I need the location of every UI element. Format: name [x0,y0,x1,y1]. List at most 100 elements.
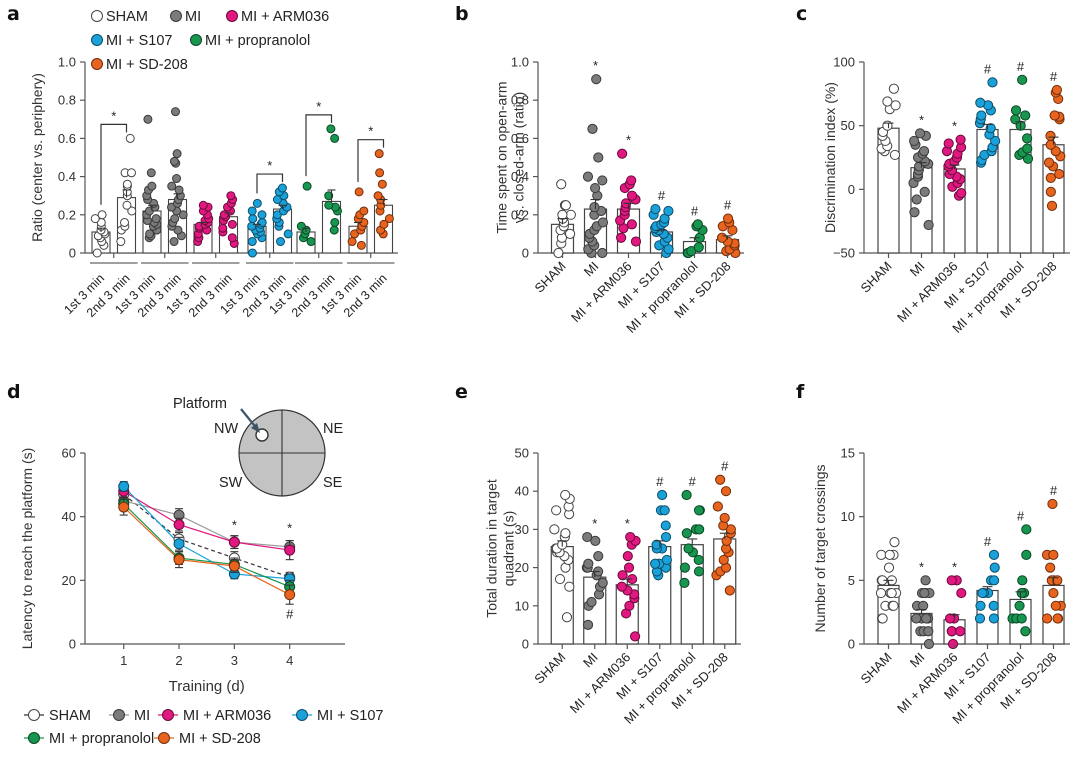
y-tick-label: 0 [522,637,529,652]
y-tick-label: 20 [62,573,76,588]
legend-item: MI + ARM036 [158,708,271,724]
legend-item: MI + propranolol [24,731,154,747]
data-point [884,549,895,560]
data-point [375,168,385,178]
y-tick-label: 0.4 [511,169,529,184]
data-point [560,528,571,539]
panel-letter: c [796,3,807,25]
data-point [956,188,967,199]
data-point [1041,613,1053,624]
significance-marker: * [267,158,272,173]
data-point [955,626,966,637]
series-line [123,503,290,588]
data-point [693,505,705,516]
data-point [228,536,240,548]
y-tick-label: 0 [848,182,855,197]
data-point [693,554,704,566]
data-point [724,585,735,596]
y-axis-label: Number of target crossings [812,464,828,632]
significance-marker: * [919,559,924,574]
data-point [660,520,671,531]
data-point [564,228,576,239]
y-tick-label: 30 [515,522,529,537]
panel-letter: d [7,381,21,403]
y-tick-label: 50 [515,446,529,461]
data-point [889,537,900,548]
data-point [147,181,157,191]
data-point [1045,172,1056,183]
significance-marker: # [1017,508,1025,523]
data-point [1054,168,1065,180]
data-point [1046,200,1058,211]
data-point [591,74,602,85]
data-point [888,600,899,611]
significance-marker: # [1050,69,1058,84]
y-tick-label: 1.0 [511,55,529,70]
data-point [582,531,593,543]
data-point [1016,587,1027,599]
legend-label: MI + S107 [317,708,384,724]
data-point [659,505,670,516]
significance-marker: # [689,474,697,489]
data-point [626,175,637,186]
data-point [974,613,986,624]
data-point [623,562,635,573]
y-tick-label: 0 [69,246,76,261]
data-point [617,148,628,159]
y-axis-label: quadrant (s) [501,511,517,586]
data-point [1021,549,1032,560]
data-point [890,100,901,111]
data-point [122,200,132,210]
legend-label: MI + ARM036 [183,708,271,724]
data-point [167,181,177,191]
data-point [170,214,180,224]
series-line [123,506,290,596]
y-tick-label: 5 [848,573,855,588]
legend-label: MI + SD-208 [179,731,261,747]
data-point [882,96,893,107]
data-point [586,596,597,608]
data-point [306,237,316,247]
data-point [1017,74,1028,85]
data-point [247,221,257,231]
data-point [911,613,922,624]
data-point [923,626,934,637]
data-point [151,214,161,224]
data-point [946,575,957,586]
data-point [985,123,996,134]
y-tick-label: 40 [62,509,76,524]
legend-label: MI + propranolol [205,33,310,49]
data-point [918,600,929,611]
y-tick-label: 0 [522,246,529,261]
significance-marker: * [626,133,631,148]
data-point [1051,84,1062,96]
y-tick-label: 0.2 [58,207,76,222]
data-point [909,135,920,147]
data-point [384,214,394,224]
legend-swatch [28,709,40,721]
data-point [554,573,566,585]
data-point [247,206,257,216]
y-tick-label: 0.8 [58,93,76,108]
y-tick-label: 0.6 [511,131,529,146]
x-tick-label: MI [580,650,601,671]
data-point [582,619,594,631]
data-point [226,191,236,201]
data-point [373,191,383,201]
legend-swatch [162,709,174,721]
y-tick-label: −50 [833,246,855,261]
x-tick-label: 3 [231,653,238,668]
data-point [1022,143,1033,154]
data-point [911,194,922,205]
data-point [1050,600,1061,611]
legend-swatch [226,10,238,22]
data-point [692,219,703,230]
data-point [92,248,102,258]
data-point [660,531,672,543]
legend-item: MI + propranolol [190,33,310,49]
significance-bracket [305,114,333,177]
data-point [590,182,601,194]
data-point [324,200,334,210]
data-point [919,587,930,599]
data-point [989,562,1000,573]
